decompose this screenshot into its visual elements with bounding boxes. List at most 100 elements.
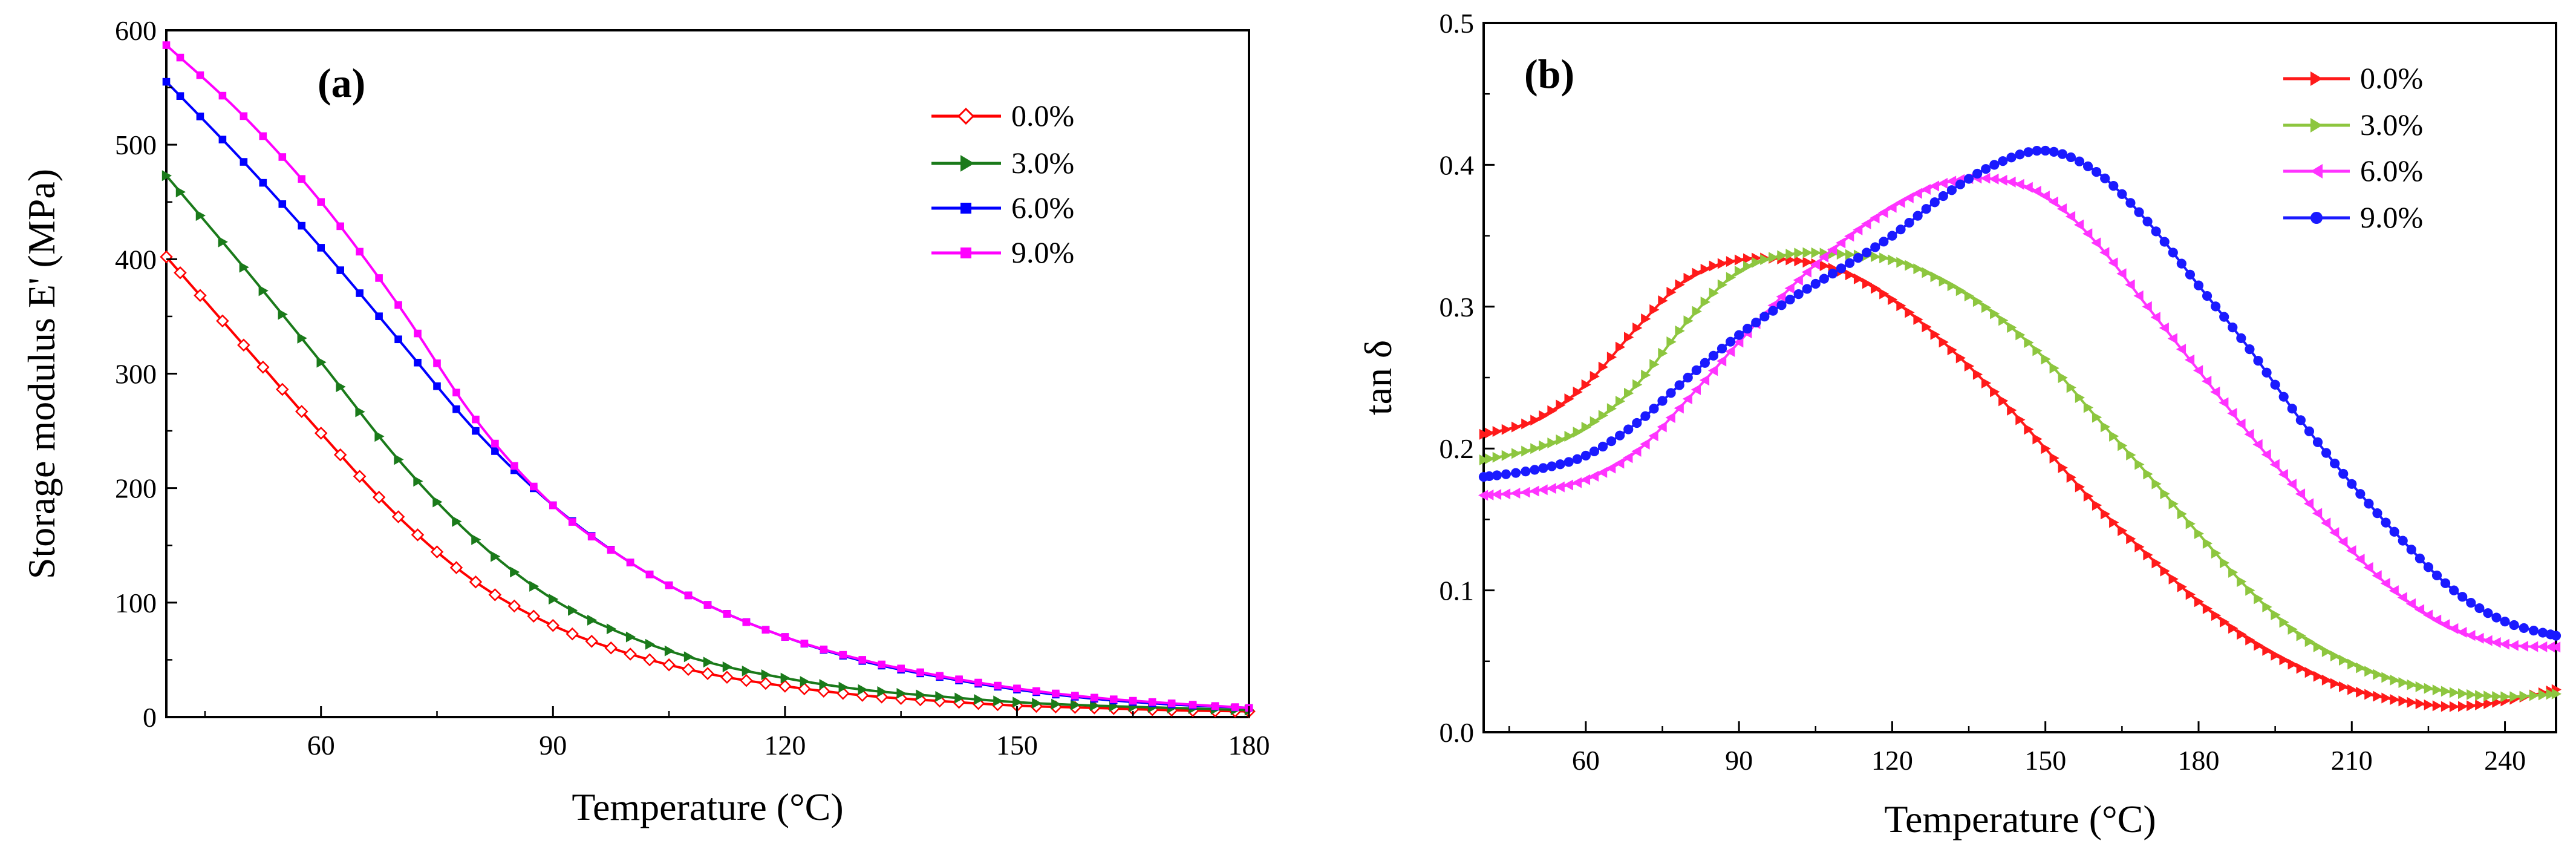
panel-b-series-1-point bbox=[1717, 279, 1727, 290]
panel-b-series-2-point bbox=[2363, 562, 2373, 573]
panel-b-series-1-point bbox=[2237, 576, 2247, 588]
panel-b-series-0-point bbox=[1649, 304, 1660, 315]
panel-b-series-1-point bbox=[2398, 677, 2408, 688]
panel-b-series-2-point bbox=[2006, 176, 2016, 188]
panel-b-series-markers-2 bbox=[1478, 172, 2561, 653]
panel-b-series-0-point bbox=[1573, 386, 1583, 398]
panel-b-series-1-point bbox=[2160, 488, 2170, 500]
panel-b-series-2-point bbox=[2244, 428, 2254, 440]
panel-b-series-3-point bbox=[1853, 253, 1864, 263]
panel-a-series-1-point bbox=[722, 661, 732, 673]
panel-b-series-2-point bbox=[2133, 290, 2144, 301]
panel-b-series-2-point bbox=[2278, 468, 2288, 480]
panel-b-series-2-point bbox=[2202, 375, 2212, 387]
panel-a-series-2-point bbox=[491, 447, 499, 455]
panel-a-series-3-point bbox=[587, 532, 596, 541]
panel-b-series-0-point bbox=[2254, 640, 2264, 651]
panel-b-series-3-point bbox=[1597, 441, 1608, 452]
panel-b-series-0-point bbox=[1981, 377, 1992, 388]
panel-a-series-0-point bbox=[194, 289, 207, 303]
panel-b-series-3-point bbox=[2261, 367, 2272, 378]
panel-b-series-3-point bbox=[2236, 333, 2246, 343]
panel-a-series-3-point bbox=[414, 329, 422, 338]
panel-b-series-3-point bbox=[2159, 237, 2170, 247]
panel-b-series-1-point bbox=[2441, 686, 2451, 697]
panel-b-legend-label-1: 3.0% bbox=[2360, 108, 2423, 142]
panel-b-series-0-point bbox=[2356, 686, 2366, 698]
panel-b-series-0-point bbox=[2194, 596, 2204, 608]
panel-b-series-1-point bbox=[1794, 247, 1804, 259]
panel-b-series-0-point bbox=[1990, 386, 2000, 398]
panel-b-series-2-point bbox=[1597, 467, 1608, 478]
panel-b-series-0-point bbox=[1922, 321, 1932, 333]
panel-a-series-3-point bbox=[1129, 696, 1137, 705]
panel-b-series-2-point bbox=[2448, 623, 2459, 634]
panel-b-series-1-point bbox=[2245, 585, 2255, 596]
panel-a-series-3-point bbox=[530, 482, 538, 491]
panel-b-series-2-point bbox=[2457, 626, 2467, 638]
panel-b-series-1-point bbox=[2373, 669, 2383, 680]
panel-b-series-2-point bbox=[2474, 632, 2484, 644]
panel-a-series-1-point bbox=[1090, 700, 1100, 712]
panel-b-series-1-point bbox=[1683, 315, 1694, 327]
panel-b-series-0-point bbox=[2237, 629, 2247, 640]
panel-b-series-1-point bbox=[1606, 403, 1617, 415]
panel-b-series-2-point bbox=[2397, 592, 2407, 603]
panel-b-series-2-point bbox=[2074, 219, 2084, 231]
panel-b-series-1-point bbox=[2194, 528, 2204, 539]
panel-a-series-0-point bbox=[527, 609, 541, 623]
panel-a-legend-marker-0 bbox=[957, 107, 975, 125]
panel-b-series-0-point bbox=[2449, 701, 2460, 712]
panel-a-series-3-point bbox=[176, 53, 184, 62]
panel-b-series-0-point bbox=[2092, 499, 2102, 511]
panel-a-series-1-point bbox=[529, 580, 540, 592]
panel-b-series-2-point bbox=[2545, 641, 2555, 653]
panel-a-series-3-point bbox=[1013, 684, 1021, 693]
panel-b-series-1-point bbox=[1692, 306, 1702, 317]
panel-b-series-0-point bbox=[1479, 428, 1489, 440]
panel-a-y-tick-label-5: 500 bbox=[115, 129, 157, 160]
panel-a-series-3-point bbox=[1109, 695, 1118, 703]
panel-b-series-2-point bbox=[2414, 604, 2425, 615]
panel-b-series-0-point bbox=[2228, 623, 2239, 634]
panel-b-series-1-point bbox=[1922, 267, 1932, 278]
panel-a-series-2-point bbox=[356, 289, 364, 297]
panel-b-series-0-point bbox=[2134, 541, 2145, 552]
panel-b-series-3-point bbox=[2219, 312, 2229, 322]
panel-b-series-2-point bbox=[1510, 487, 1521, 499]
panel-b-series-1-point bbox=[2262, 601, 2272, 613]
panel-b-series-2-point bbox=[1861, 218, 1871, 229]
panel-b-series-1-point bbox=[2347, 658, 2358, 670]
panel-b-series-2-point bbox=[2269, 459, 2280, 470]
panel-b-series-1-point bbox=[1752, 257, 1762, 268]
panel-b-series-1-point bbox=[2075, 392, 2085, 403]
panel-a-y-tick-label-4: 400 bbox=[115, 244, 157, 275]
panel-a-series-1-point bbox=[645, 638, 656, 650]
panel-b-series-2-point bbox=[2048, 196, 2058, 208]
panel-a-series-3-point bbox=[1148, 698, 1156, 706]
panel-a-series-0-point bbox=[759, 677, 772, 690]
panel-a-series-1-point bbox=[568, 605, 578, 616]
panel-b-series-1-point bbox=[2254, 593, 2264, 605]
panel-b-series-3-point bbox=[1640, 411, 1651, 421]
panel-b-series-2-point bbox=[2508, 640, 2519, 651]
panel-b-series-2-point bbox=[1946, 175, 1957, 187]
panel-b-series-3-point bbox=[1691, 365, 1701, 375]
panel-a-series-0-point bbox=[546, 618, 560, 632]
panel-b-series-1-point bbox=[2185, 518, 2196, 529]
panel-b-series-3-point bbox=[1511, 468, 1521, 478]
panel-b-series-0-point bbox=[2211, 610, 2222, 621]
panel-a-series-0-point bbox=[566, 627, 579, 641]
panel-a-series-3-point bbox=[761, 626, 770, 634]
panel-b-series-2-point bbox=[1623, 452, 1633, 464]
panel-b-series-3-point bbox=[2193, 280, 2204, 290]
panel-a-series-3-point bbox=[626, 559, 634, 566]
panel-b-series-0-point bbox=[2271, 649, 2281, 661]
panel-b-series-0-point bbox=[1624, 332, 1634, 343]
panel-a-series-line-2 bbox=[165, 80, 1250, 709]
panel-b-series-2-point bbox=[1895, 197, 1905, 208]
panel-b-series-3-point bbox=[1615, 430, 1625, 441]
panel-b-series-2-point bbox=[2210, 386, 2220, 398]
panel-b-x-axis-label: Temperature (°C) bbox=[1884, 798, 2156, 841]
panel-b-series-1-point bbox=[1675, 325, 1685, 336]
